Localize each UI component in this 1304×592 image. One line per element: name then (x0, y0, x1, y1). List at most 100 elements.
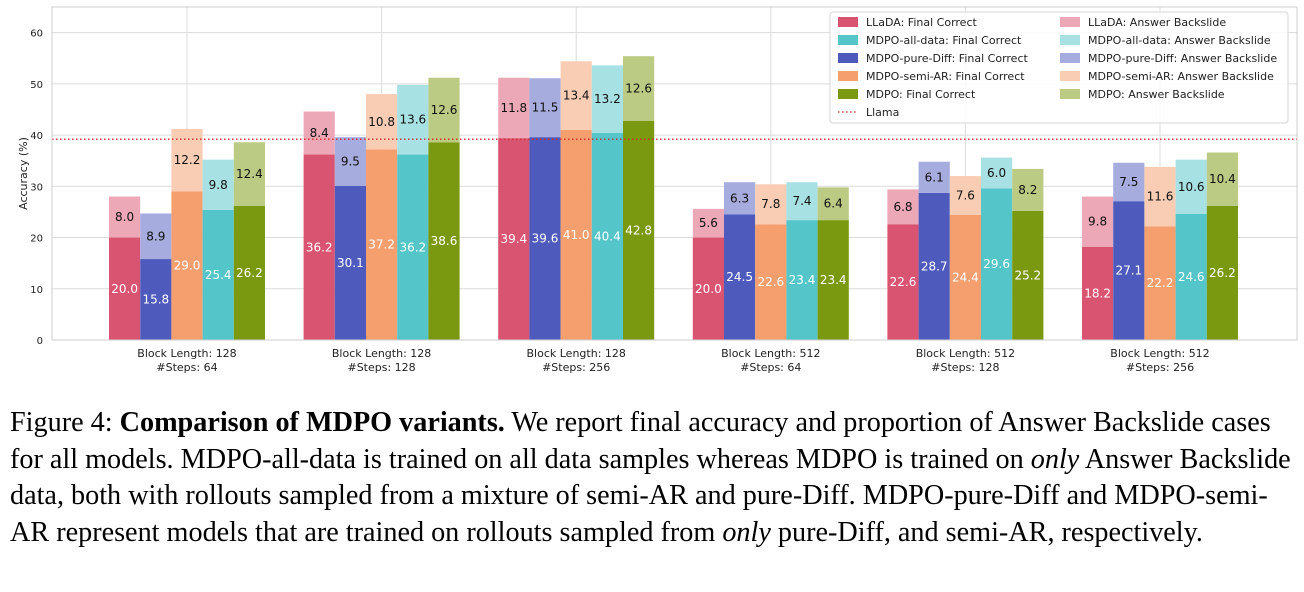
bar-mdpo-final-correct-2 (623, 120, 655, 341)
bar-label-mdpo-final-correct-2: 42.8 (625, 223, 652, 237)
bar-label-mdpo-answer-backslide-1: 12.6 (431, 103, 458, 117)
x-category-label-1-line-0: Block Length: 128 (332, 347, 431, 360)
y-tick-label-0: 0 (37, 336, 43, 347)
bar-label-mdpo-final-correct-5: 26.2 (1209, 266, 1236, 280)
bar-label-mdpo-all-data-final-correct-0: 25.4 (205, 268, 232, 282)
bar-mdpo-all-data-final-correct-5 (1175, 213, 1207, 340)
legend-label-mdpo-pure-diff-final-correct: MDPO-pure-Diff: Final Correct (866, 52, 1028, 65)
bar-label-mdpo-final-correct-1: 38.6 (431, 234, 458, 248)
bar-label-mdpo-pure-diff-answer-backslide-5: 7.5 (1119, 175, 1138, 189)
bar-label-mdpo-pure-diff-final-correct-4: 28.7 (921, 259, 948, 273)
bar-label-mdpo-all-data-final-correct-2: 40.4 (594, 230, 621, 244)
bar-label-mdpo-answer-backslide-2: 12.6 (625, 81, 652, 95)
bar-label-mdpo-all-data-final-correct-5: 24.6 (1178, 270, 1205, 284)
bar-mdpo-all-data-final-correct-3 (786, 220, 818, 340)
bar-label-mdpo-final-correct-0: 26.2 (236, 266, 263, 280)
x-category-label-4-line-1: #Steps: 128 (931, 361, 999, 374)
bar-label-mdpo-semi-ar-answer-backslide-2: 13.4 (563, 89, 590, 103)
bar-mdpo-answer-backslide-4 (1012, 168, 1044, 211)
bar-label-llada-final-correct-2: 39.4 (500, 232, 527, 246)
bar-label-mdpo-all-data-answer-backslide-4: 6.0 (987, 166, 1006, 180)
x-category-label-3-line-0: Block Length: 512 (721, 347, 820, 360)
bar-mdpo-semi-ar-final-correct-0 (171, 191, 203, 340)
bar-llada-final-correct-2 (498, 138, 530, 340)
bar-mdpo-pure-diff-final-correct-0 (140, 259, 172, 340)
bar-mdpo-pure-diff-final-correct-1 (334, 185, 366, 340)
caption-title: Comparison of MDPO variants. (119, 407, 505, 438)
bar-mdpo-all-data-answer-backslide-3 (786, 182, 818, 221)
chart-area: 20.0 8.0 36.2 8.4 39.4 11.8 20.0 5.6 22.6 6.8 18.2… (17, 6, 1298, 374)
bar-label-mdpo-semi-ar-final-correct-2: 41.0 (563, 228, 590, 242)
legend-swatch-llada-answer-backslide (1060, 17, 1080, 27)
legend-swatch-mdpo-pure-diff-answer-backslide (1060, 53, 1080, 63)
bar-mdpo-all-data-final-correct-1 (397, 154, 429, 340)
x-category-label-2-line-1: #Steps: 256 (542, 361, 610, 374)
caption-emphasis-only-2: only (722, 516, 771, 548)
bar-label-mdpo-pure-diff-answer-backslide-2: 11.5 (532, 101, 559, 115)
x-category-label-1-line-1: #Steps: 128 (347, 361, 415, 374)
legend-label-mdpo-answer-backslide: MDPO: Answer Backslide (1088, 88, 1225, 101)
bar-mdpo-answer-backslide-2 (623, 56, 655, 121)
legend-swatch-llada-final-correct (838, 17, 858, 27)
legend-box (829, 11, 1289, 124)
bar-mdpo-pure-diff-final-correct-2 (529, 137, 561, 340)
bar-label-mdpo-all-data-final-correct-1: 36.2 (399, 240, 426, 254)
legend-swatch-mdpo-all-data-answer-backslide (1060, 35, 1080, 45)
bar-llada-answer-backslide-2 (498, 77, 530, 139)
bar-mdpo-pure-diff-final-correct-4 (918, 192, 950, 340)
caption-figure-label: Figure 4: (10, 407, 113, 438)
legend-label-mdpo-semi-ar-final-correct: MDPO-semi-AR: Final Correct (866, 70, 1025, 83)
y-tick-label-40: 40 (30, 131, 43, 142)
bar-llada-final-correct-0 (109, 237, 141, 340)
bar-mdpo-all-data-answer-backslide-5 (1175, 159, 1207, 214)
bar-mdpo-pure-diff-answer-backslide-5 (1113, 162, 1145, 202)
bar-label-mdpo-pure-diff-answer-backslide-1: 9.5 (341, 154, 360, 168)
bar-label-mdpo-pure-diff-answer-backslide-0: 8.9 (146, 229, 165, 243)
x-category-label-5-line-0: Block Length: 512 (1110, 347, 1209, 360)
caption-text-2: Answer Backslide data, both with rollout… (10, 443, 1291, 548)
bar-label-mdpo-semi-ar-final-correct-1: 37.2 (368, 238, 395, 252)
bar-mdpo-answer-backslide-0 (233, 142, 265, 206)
bar-mdpo-final-correct-0 (233, 205, 265, 340)
bar-label-mdpo-semi-ar-answer-backslide-3: 7.8 (761, 197, 780, 211)
bar-label-mdpo-all-data-final-correct-4: 29.6 (983, 257, 1010, 271)
bar-label-mdpo-all-data-answer-backslide-3: 7.4 (792, 194, 811, 208)
bar-mdpo-pure-diff-answer-backslide-4 (918, 161, 950, 193)
legend-swatch-mdpo-all-data-final-correct (838, 35, 858, 45)
bar-mdpo-pure-diff-final-correct-5 (1113, 201, 1145, 340)
x-category-label-5-line-1: #Steps: 256 (1126, 361, 1194, 374)
bar-mdpo-all-data-answer-backslide-1 (397, 84, 429, 155)
bar-label-mdpo-final-correct-4: 25.2 (1014, 268, 1041, 282)
bar-mdpo-semi-ar-answer-backslide-5 (1144, 166, 1176, 227)
y-tick-label-30: 30 (30, 182, 43, 193)
bar-mdpo-all-data-answer-backslide-4 (981, 157, 1013, 189)
bar-label-mdpo-all-data-answer-backslide-2: 13.2 (594, 92, 621, 106)
bar-label-mdpo-semi-ar-answer-backslide-0: 12.2 (174, 153, 201, 167)
bar-mdpo-semi-ar-final-correct-1 (366, 149, 398, 340)
y-tick-label-20: 20 (30, 234, 43, 245)
bar-label-mdpo-semi-ar-final-correct-5: 22.2 (1147, 276, 1174, 290)
bar-label-mdpo-final-correct-3: 23.4 (820, 273, 847, 287)
bar-llada-final-correct-5 (1082, 246, 1114, 340)
bar-label-mdpo-all-data-answer-backslide-1: 13.6 (399, 113, 426, 127)
bar-label-mdpo-all-data-final-correct-3: 23.4 (789, 273, 816, 287)
x-category-label-3-line-1: #Steps: 64 (740, 361, 801, 374)
caption-emphasis-only-1: only (1030, 443, 1080, 475)
bar-label-mdpo-answer-backslide-4: 8.2 (1018, 183, 1037, 197)
bar-label-llada-final-correct-5: 18.2 (1084, 286, 1111, 300)
bar-label-mdpo-all-data-answer-backslide-5: 10.6 (1178, 180, 1205, 194)
legend-swatch-mdpo-semi-ar-answer-backslide (1060, 71, 1080, 81)
bar-llada-final-correct-4 (887, 224, 919, 340)
bar-llada-final-correct-3 (692, 237, 724, 340)
bar-label-llada-final-correct-3: 20.0 (695, 282, 722, 296)
legend-label-mdpo-all-data-answer-backslide: MDPO-all-data: Answer Backslide (1088, 34, 1271, 47)
bar-mdpo-semi-ar-final-correct-5 (1144, 226, 1176, 340)
bar-chart: 20.0 8.0 36.2 8.4 39.4 11.8 20.0 5.6 22.6 6.8 18.2… (17, 6, 1298, 374)
bar-llada-answer-backslide-5 (1082, 196, 1114, 247)
bar-label-mdpo-semi-ar-final-correct-3: 22.6 (757, 275, 784, 289)
bar-mdpo-final-correct-4 (1012, 210, 1044, 340)
figure-caption: Figure 4: Comparison of MDPO variants. W… (10, 405, 1300, 551)
bar-mdpo-pure-diff-answer-backslide-2 (529, 78, 561, 138)
bar-mdpo-pure-diff-answer-backslide-3 (724, 182, 756, 215)
bar-mdpo-semi-ar-final-correct-2 (560, 129, 592, 340)
